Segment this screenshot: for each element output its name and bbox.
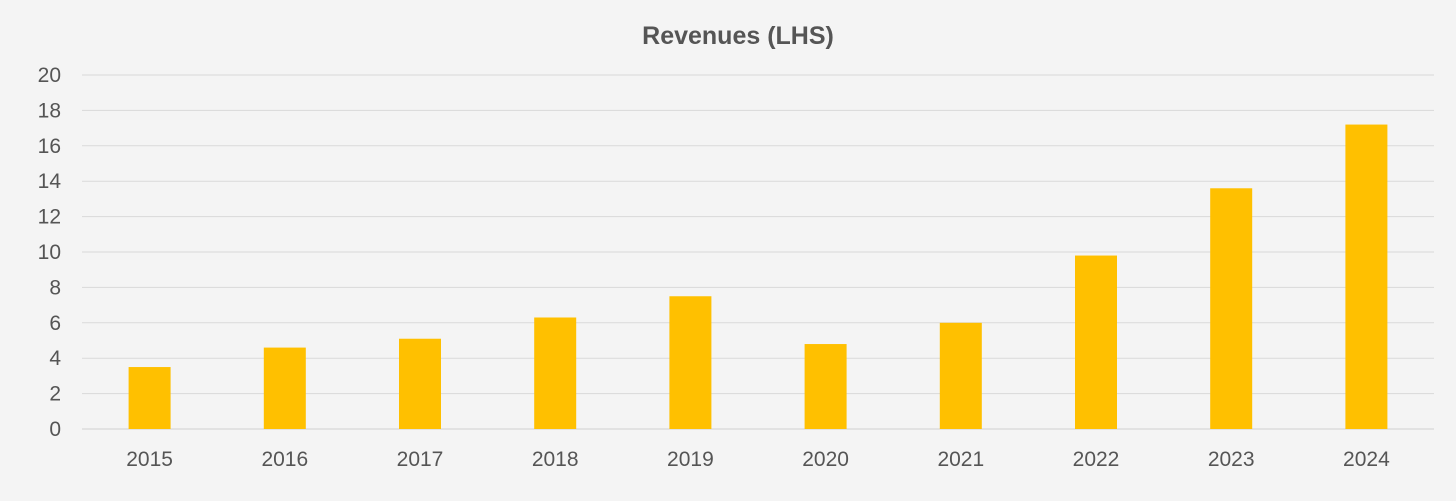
bar-2018: [534, 317, 577, 429]
y-tick-label: 4: [49, 347, 61, 370]
x-tick-label: 2015: [126, 448, 173, 471]
bar-2020: [804, 344, 847, 429]
x-tick-label: 2021: [937, 448, 984, 471]
bar-2021: [939, 322, 982, 429]
y-tick-label: 14: [38, 170, 62, 193]
bar-2016: [263, 347, 306, 429]
y-tick-label: 8: [49, 276, 61, 299]
y-tick-label: 20: [38, 64, 61, 87]
y-tick-label: 12: [38, 206, 61, 229]
bar-2015: [128, 367, 171, 429]
x-tick-label: 2020: [802, 448, 849, 471]
bar-2017: [399, 338, 441, 429]
x-tick-label: 2017: [397, 448, 444, 471]
bar-2024: [1345, 124, 1388, 429]
y-axis-tick-labels: 0 2 4 6 8 10 12 14 16 18 20: [38, 64, 62, 441]
y-tick-label: 18: [38, 99, 61, 122]
y-tick-label: 6: [49, 312, 61, 335]
x-tick-label: 2019: [667, 448, 714, 471]
y-tick-label: 10: [38, 241, 61, 264]
x-tick-label: 2023: [1208, 448, 1255, 471]
x-axis-tick-labels: 2015 2016 2017 2018 2019 2020 2021 2022 2023 2024: [126, 448, 1390, 471]
gridlines: [82, 74, 1434, 430]
y-tick-label: 0: [49, 418, 61, 441]
bar-2022: [1075, 255, 1117, 429]
bar-2023: [1210, 188, 1253, 429]
chart-title: Revenues (LHS): [642, 22, 834, 50]
x-tick-label: 2018: [532, 448, 579, 471]
bars: [128, 124, 1388, 429]
y-tick-label: 16: [38, 135, 61, 158]
bar-2019: [669, 296, 712, 429]
x-tick-label: 2024: [1343, 448, 1390, 471]
x-tick-label: 2016: [261, 448, 308, 471]
y-tick-label: 2: [49, 383, 61, 406]
x-tick-label: 2022: [1073, 448, 1120, 471]
